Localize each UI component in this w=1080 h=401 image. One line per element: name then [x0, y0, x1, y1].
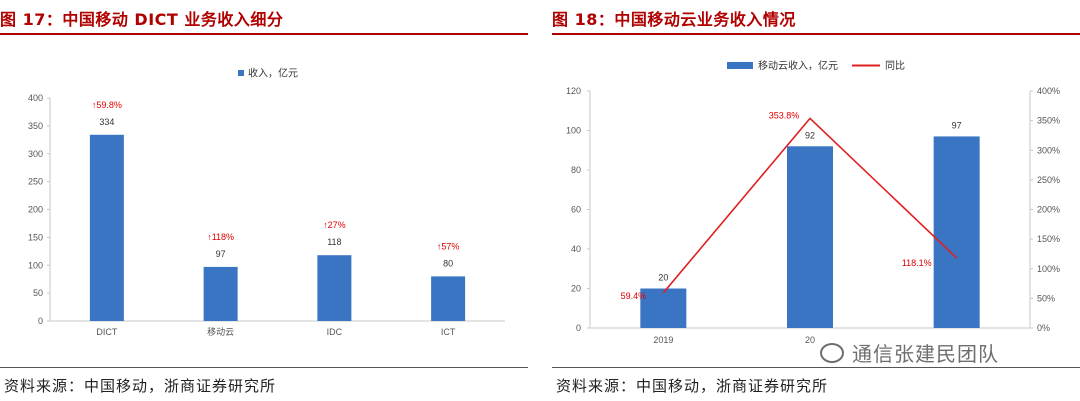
y2-tick-label: 300%: [1037, 145, 1060, 155]
growth-label: ↑27%: [323, 220, 346, 230]
bar-2: [317, 255, 352, 321]
x-tick-label: ICT: [441, 327, 456, 337]
y-tick-label: 200: [28, 205, 43, 215]
y-tick-label: 150: [28, 232, 43, 242]
figure-17-panel: 图 17：中国移动 DICT 业务收入细分 收入，亿元 0 50 100 150 200 2…: [0, 0, 528, 401]
growth-label: ↑118%: [207, 232, 234, 242]
figure-17-source-rule: [0, 367, 528, 368]
y2-tick-label: 50%: [1037, 293, 1055, 303]
growth-label: ↑59.8%: [92, 100, 122, 110]
bar-value-label: 20: [658, 273, 668, 283]
y2-tick-label: 0%: [1037, 323, 1050, 333]
legend-swatch-cloud-revenue: [727, 62, 753, 69]
x-tick-label: IDC: [327, 327, 343, 337]
yoy-label: 353.8%: [769, 110, 800, 120]
figure-18-source-rule: [552, 367, 1080, 368]
y-tick-label: 20: [571, 284, 581, 294]
figure-17-title: 图 17：中国移动 DICT 业务收入细分: [0, 10, 284, 29]
y-tick-label: 120: [566, 86, 581, 96]
bar-value-label: 97: [952, 120, 962, 130]
y2-tick-label: 250%: [1037, 175, 1060, 185]
x-tick-label: 2019: [653, 335, 673, 345]
cloud-revenue-chart: 移动云收入，亿元 同比 0 20 40 60 80 100 120 0% 50% 100% 150% 20…: [566, 59, 1060, 345]
yoy-label: 59.4%: [621, 291, 647, 301]
y2-tick-label: 150%: [1037, 234, 1060, 244]
x-tick-label: DICT: [96, 327, 117, 337]
x-tick-label: 20: [805, 335, 815, 345]
y-tick-label: 350: [28, 121, 43, 131]
figure-18-panel: 图 18：中国移动云业务收入情况 移动云收入，亿元 同比 0 20 40 60 80 100 1…: [552, 0, 1080, 401]
bar-2021: [933, 136, 980, 328]
figure-18-title: 图 18：中国移动云业务收入情况: [552, 10, 796, 29]
y-tick-label: 400: [28, 93, 43, 103]
figure-17-source: 资料来源：中国移动，浙商证券研究所: [4, 377, 277, 395]
bar-2019: [640, 288, 687, 328]
y-tick-label: 300: [28, 149, 43, 159]
y-tick-label: 40: [571, 244, 581, 254]
legend-label-yoy: 同比: [885, 60, 905, 72]
y-tick-label: 0: [576, 323, 581, 333]
y-tick-label: 250: [28, 177, 43, 187]
y-tick-label: 0: [38, 316, 43, 326]
wechat-icon: [820, 343, 844, 363]
legend-label-revenue: 收入，亿元: [248, 67, 298, 80]
y-tick-label: 100: [566, 126, 581, 136]
watermark-text: 通信张建民团队: [852, 342, 999, 366]
watermark: 通信张建民团队: [820, 338, 999, 367]
bar-3: [431, 276, 466, 321]
figure-18-source: 资料来源：中国移动，浙商证券研究所: [556, 377, 829, 395]
y2-tick-label: 400%: [1037, 86, 1060, 96]
bar-value-label: 80: [443, 258, 453, 268]
growth-label: ↑57%: [437, 241, 460, 251]
bar-value-label: 118: [327, 237, 341, 247]
bar-0: [89, 134, 124, 321]
y2-tick-label: 200%: [1037, 205, 1060, 215]
y-tick-label: 60: [571, 205, 581, 215]
x-tick-label: 移动云: [207, 326, 234, 337]
y-tick-label: 80: [571, 165, 581, 175]
bar-2020: [787, 146, 833, 328]
legend-label-cloud-revenue: 移动云收入，亿元: [758, 59, 838, 72]
bar-value-label: 334: [99, 117, 114, 127]
bar-value-label: 92: [805, 130, 815, 140]
figure-18-title-rule: [552, 33, 1080, 35]
y-tick-label: 50: [33, 288, 43, 298]
bar-1: [203, 266, 238, 321]
y2-tick-label: 100%: [1037, 264, 1060, 274]
bar-value-label: 97: [216, 249, 226, 259]
yoy-label: 118.1%: [902, 258, 932, 268]
figure-17-title-rule: [0, 33, 528, 35]
y2-tick-label: 350%: [1037, 116, 1060, 126]
y-tick-label: 100: [28, 260, 43, 270]
dict-revenue-chart: 收入，亿元 0 50 100 150 200 250 300 350 400 334 ↑59.8% DI…: [28, 67, 505, 337]
legend-swatch-revenue: [238, 70, 244, 76]
